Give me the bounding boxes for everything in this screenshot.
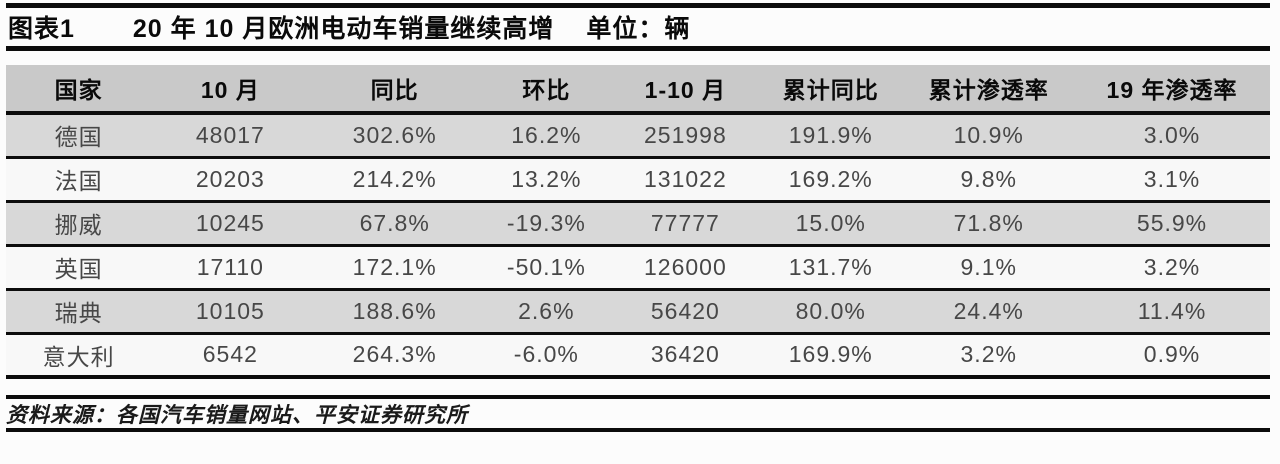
value-cell: 48017	[151, 113, 310, 159]
table-row: 意大利 6542 264.3% -6.0% 36420 169.9% 3.2% …	[6, 333, 1270, 379]
value-cell: 302.6%	[309, 113, 480, 159]
col-header-jan-oct: 1-10 月	[612, 65, 759, 115]
value-cell: 9.8%	[903, 157, 1075, 203]
value-cell: 67.8%	[309, 201, 480, 247]
value-cell: 71.8%	[903, 201, 1075, 247]
col-header-country: 国家	[6, 65, 152, 115]
value-cell: 191.9%	[758, 113, 904, 159]
country-cell: 法国	[6, 157, 152, 203]
value-cell: 10.9%	[903, 113, 1075, 159]
country-cell: 英国	[6, 245, 152, 291]
figure-unit-label: 单位：辆	[586, 15, 691, 43]
country-cell: 意大利	[6, 333, 152, 379]
value-cell: 77777	[612, 201, 759, 247]
value-cell: -6.0%	[479, 333, 613, 379]
country-cell: 德国	[6, 113, 152, 159]
value-cell: -50.1%	[479, 245, 613, 291]
value-cell: 169.9%	[758, 333, 904, 379]
value-cell: 9.1%	[903, 245, 1075, 291]
value-cell: 3.0%	[1074, 113, 1270, 159]
value-cell: 15.0%	[758, 201, 904, 247]
table-row: 德国 48017 302.6% 16.2% 251998 191.9% 10.9…	[6, 113, 1270, 159]
ev-sales-table: 国家 10 月 同比 环比 1-10 月 累计同比 累计渗透率 19 年渗透率 …	[6, 65, 1270, 379]
figure-container: 图表1 20 年 10 月欧洲电动车销量继续高增 单位：辆 国家 10 月 同比…	[6, 3, 1270, 432]
source-bar: 资料来源：各国汽车销量网站、平安证券研究所	[6, 395, 1270, 432]
value-cell: 20203	[151, 157, 310, 203]
value-cell: 131022	[612, 157, 759, 203]
col-header-cum-yoy: 累计同比	[758, 65, 904, 115]
figure-title: 20 年 10 月欧洲电动车销量继续高增	[132, 15, 555, 43]
col-header-yoy: 同比	[309, 65, 480, 115]
col-header-mom: 环比	[479, 65, 613, 115]
table-row: 法国 20203 214.2% 13.2% 131022 169.2% 9.8%…	[6, 157, 1270, 203]
table-row: 英国 17110 172.1% -50.1% 126000 131.7% 9.1…	[6, 245, 1270, 291]
country-cell: 瑞典	[6, 289, 152, 335]
value-cell: 126000	[612, 245, 759, 291]
source-text: 资料来源：各国汽车销量网站、平安证券研究所	[6, 403, 468, 427]
col-header-cum-penetration: 累计渗透率	[903, 65, 1075, 115]
value-cell: 214.2%	[309, 157, 480, 203]
value-cell: 36420	[612, 333, 759, 379]
value-cell: 131.7%	[758, 245, 904, 291]
value-cell: 11.4%	[1074, 289, 1270, 335]
value-cell: 0.9%	[1074, 333, 1270, 379]
table-row: 挪威 10245 67.8% -19.3% 77777 15.0% 71.8% …	[6, 201, 1270, 247]
value-cell: 6542	[151, 333, 310, 379]
country-cell: 挪威	[6, 201, 152, 247]
value-cell: 10245	[151, 201, 310, 247]
figure-number-label: 图表1	[8, 15, 75, 43]
value-cell: 56420	[612, 289, 759, 335]
value-cell: -19.3%	[479, 201, 613, 247]
value-cell: 172.1%	[309, 245, 480, 291]
value-cell: 55.9%	[1074, 201, 1270, 247]
value-cell: 3.2%	[903, 333, 1075, 379]
value-cell: 80.0%	[758, 289, 904, 335]
value-cell: 169.2%	[758, 157, 904, 203]
figure-title-bar: 图表1 20 年 10 月欧洲电动车销量继续高增 单位：辆	[6, 3, 1270, 51]
value-cell: 16.2%	[479, 113, 613, 159]
value-cell: 13.2%	[479, 157, 613, 203]
table-row: 瑞典 10105 188.6% 2.6% 56420 80.0% 24.4% 1…	[6, 289, 1270, 335]
value-cell: 17110	[151, 245, 310, 291]
value-cell: 3.1%	[1074, 157, 1270, 203]
value-cell: 10105	[151, 289, 310, 335]
value-cell: 2.6%	[479, 289, 613, 335]
value-cell: 188.6%	[309, 289, 480, 335]
table-header-row: 国家 10 月 同比 环比 1-10 月 累计同比 累计渗透率 19 年渗透率	[6, 65, 1270, 115]
value-cell: 24.4%	[903, 289, 1075, 335]
col-header-october: 10 月	[151, 65, 310, 115]
value-cell: 264.3%	[309, 333, 480, 379]
value-cell: 3.2%	[1074, 245, 1270, 291]
col-header-2019-penetration: 19 年渗透率	[1074, 65, 1270, 115]
value-cell: 251998	[612, 113, 759, 159]
